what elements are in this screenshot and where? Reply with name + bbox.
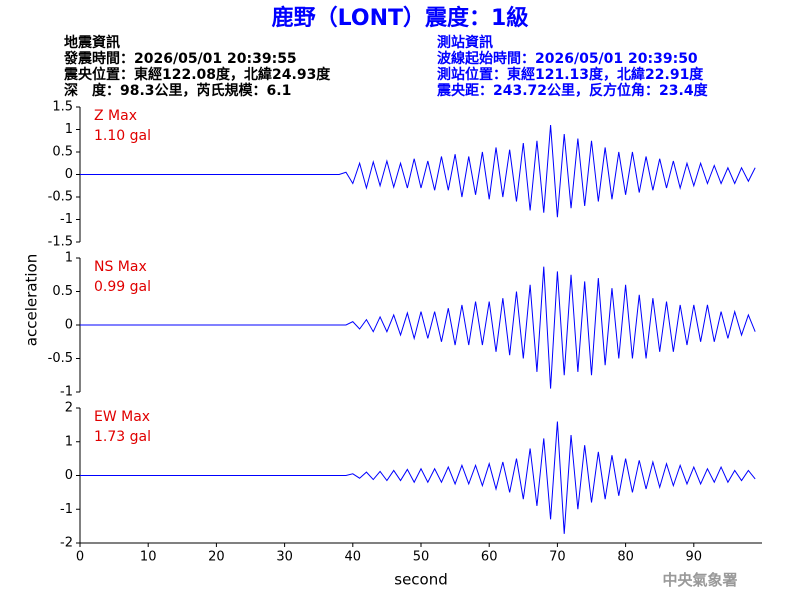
max-label: 1.73 gal [94, 429, 151, 445]
y-tick-label: 1 [65, 122, 73, 137]
y-tick-label: 0 [65, 468, 73, 483]
y-tick-label: 2 [65, 401, 73, 416]
x-tick-label: 80 [617, 550, 634, 565]
chart-title: 鹿野（LONT）震度：1級 [272, 5, 529, 31]
y-tick-label: -1 [60, 502, 73, 517]
component-label: NS Max [94, 259, 147, 275]
y-tick-label: -1.5 [48, 235, 73, 250]
info-line: 地震資訊 [64, 34, 120, 51]
y-tick-label: -0.5 [48, 351, 73, 366]
info-line: 震央距：243.72公里，反方位角：23.4度 [436, 82, 709, 99]
x-tick-label: 10 [140, 550, 157, 565]
waveform [80, 266, 756, 389]
x-tick-label: 60 [481, 550, 498, 565]
y-tick-label: -0.5 [48, 190, 73, 205]
info-line: 震央位置：東經122.08度，北緯24.93度 [63, 66, 331, 83]
y-tick-label: -2 [60, 536, 73, 551]
y-tick-label: 0.5 [52, 284, 73, 299]
x-tick-label: 30 [276, 550, 293, 565]
y-tick-label: -1 [60, 212, 73, 227]
max-label: 0.99 gal [94, 279, 151, 295]
y-tick-label: 1 [65, 434, 73, 449]
waveform [80, 124, 756, 218]
x-axis-label: second [394, 571, 448, 589]
component-label: EW Max [94, 409, 150, 425]
y-axis-label: acceleration [23, 254, 41, 346]
info-line: 發震時間：2026/05/01 20:39:55 [63, 50, 297, 67]
y-tick-label: 0 [65, 167, 73, 182]
x-tick-label: 40 [345, 550, 362, 565]
y-tick-label: -1 [60, 385, 73, 400]
x-tick-label: 0 [76, 550, 84, 565]
waveform [80, 421, 756, 534]
x-tick-label: 90 [686, 550, 703, 565]
x-tick-label: 50 [413, 550, 430, 565]
x-tick-label: 20 [208, 550, 225, 565]
y-tick-label: 1.5 [52, 100, 73, 115]
y-tick-label: 1 [65, 251, 73, 266]
info-line: 波線起始時間：2026/05/01 20:39:50 [437, 50, 698, 67]
info-line: 深 度：98.3公里，芮氏規模：6.1 [64, 82, 291, 99]
info-line: 測站資訊 [437, 34, 493, 51]
info-line: 測站位置：東經121.13度，北緯22.91度 [437, 66, 704, 83]
component-label: Z Max [94, 108, 137, 124]
x-tick-label: 70 [549, 550, 566, 565]
credit: 中央氣象署 [662, 571, 737, 589]
y-tick-label: 0.5 [52, 145, 73, 160]
y-tick-label: 0 [65, 318, 73, 333]
max-label: 1.10 gal [94, 128, 151, 144]
